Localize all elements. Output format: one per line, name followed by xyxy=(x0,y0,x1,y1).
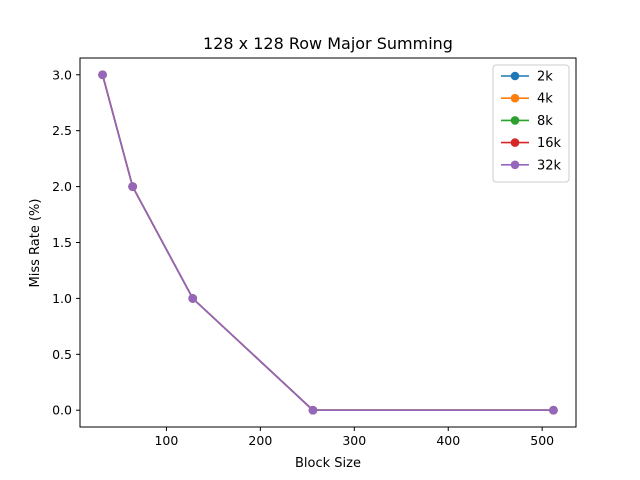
x-tick-label-2: 300 xyxy=(342,433,366,448)
data-point-32k-4 xyxy=(549,405,558,415)
y-axis-label: Miss Rate (%) xyxy=(28,199,43,288)
plot-area: 100 200 300 400 500 0.0 0.5 1.0 1.5 2.0 2.5 3.0 xyxy=(52,57,577,448)
series-line-16k xyxy=(101,74,554,412)
x-axis-label: Block Size xyxy=(295,456,361,471)
data-point-32k-3 xyxy=(308,405,318,415)
series-line-32k xyxy=(101,74,554,412)
legend-marker-32k xyxy=(510,160,520,170)
legend-marker-4k xyxy=(510,93,520,103)
y-tick-label-4: 2.0 xyxy=(52,179,72,194)
y-tick-label-1: 0.5 xyxy=(52,347,72,362)
legend-label-2k: 2k xyxy=(537,70,553,85)
x-tick-label-4: 500 xyxy=(530,433,554,448)
legend-label-4k: 4k xyxy=(537,92,553,107)
x-tick-label-3: 400 xyxy=(436,433,460,448)
y-tick-label-2: 1.0 xyxy=(52,291,72,306)
legend: 2k 4k 8k 16k 32k xyxy=(492,64,570,183)
legend-marker-16k xyxy=(510,138,520,147)
legend-box xyxy=(492,64,570,183)
legend-marker-8k xyxy=(510,116,520,125)
legend-marker-2k xyxy=(510,71,520,81)
legend-label-16k: 16k xyxy=(537,136,562,151)
series-line-8k xyxy=(101,74,554,412)
data-point-32k-2 xyxy=(188,294,198,303)
legend-label-8k: 8k xyxy=(537,114,553,129)
chart-title: 128 x 128 Row Major Summing xyxy=(203,34,453,53)
x-tick-label-1: 200 xyxy=(248,433,272,448)
y-tick-label-5: 2.5 xyxy=(52,123,72,138)
y-tick-label-0: 0.0 xyxy=(52,403,72,418)
y-tick-label-3: 1.5 xyxy=(52,235,72,250)
series-line-4k xyxy=(101,74,554,412)
data-point-32k-0 xyxy=(98,70,107,80)
legend-label-32k: 32k xyxy=(537,158,562,173)
data-point-32k-1 xyxy=(128,182,137,191)
y-tick-label-6: 3.0 xyxy=(52,67,72,82)
x-tick-label-0: 100 xyxy=(154,433,178,448)
series-line-2k xyxy=(101,74,554,412)
